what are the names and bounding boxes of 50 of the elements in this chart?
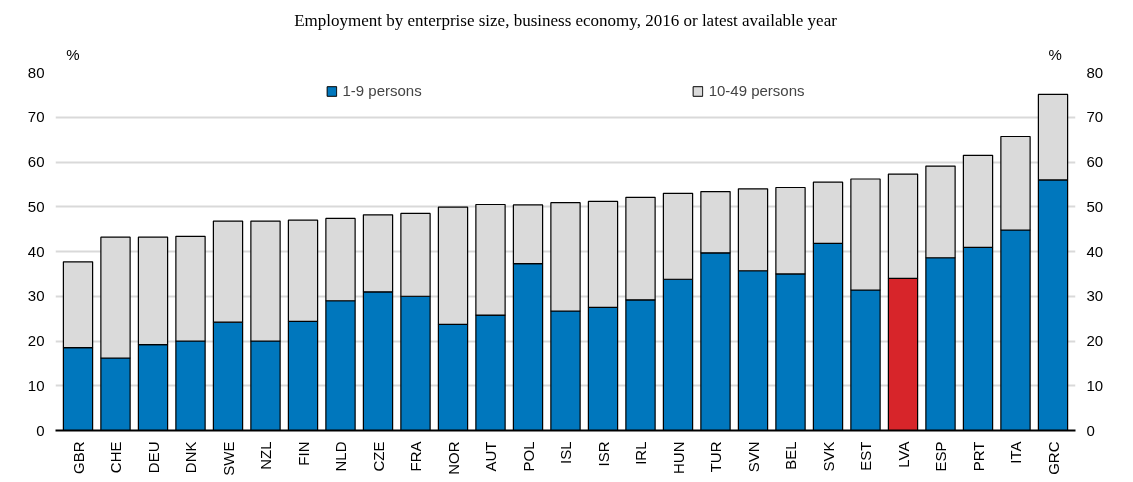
x-tick-label: NOR <box>444 441 462 475</box>
x-tick-label: CZE <box>369 441 387 472</box>
x-tick-label: SWE <box>219 441 237 476</box>
y2-tick-label: 50 <box>1086 197 1104 215</box>
y2-tick-label: 60 <box>1086 153 1104 170</box>
chart-title: Employment by enterprise size, business economy, 2016 or latest available year <box>294 11 838 30</box>
x-tick-label: CHE <box>107 441 124 474</box>
y2-axis-title: % <box>1048 46 1062 63</box>
y-tick-label: 30 <box>27 287 45 305</box>
legend-label: 10-49 persons <box>708 82 805 99</box>
x-tick-label: HUN <box>669 441 687 474</box>
x-tick-label: IRL <box>632 441 649 465</box>
x-tick-label: TUR <box>707 441 724 473</box>
x-tick-label: FIN <box>294 441 312 466</box>
x-tick-label: ISR <box>594 441 612 467</box>
x-tick-label: ITA <box>1007 441 1024 464</box>
x-tick-label: NLD <box>332 441 349 472</box>
x-tick-label: ISL <box>557 441 574 465</box>
y-tick-label: 50 <box>27 197 45 215</box>
x-tick-label: EST <box>857 441 874 471</box>
x-tick-label: SVK <box>819 441 837 472</box>
y-axis-title: % <box>66 46 80 63</box>
y-tick-label: 20 <box>27 332 45 349</box>
x-tick-label: NZL <box>257 441 274 470</box>
y2-tick-label: 40 <box>1086 242 1104 260</box>
x-tick-label: PRT <box>969 441 987 472</box>
x-tick-label: GRC <box>1044 441 1062 475</box>
x-tick-label: GBR <box>69 441 87 474</box>
x-tick-label: DNK <box>182 441 199 474</box>
x-tick-label: FRA <box>407 441 424 472</box>
x-tick-label: POL <box>519 441 537 472</box>
x-tick-label: BEL <box>782 441 799 470</box>
y2-tick-label: 70 <box>1086 108 1104 126</box>
y-tick-label: 10 <box>27 376 45 394</box>
legend-label: 1-9 persons <box>342 82 422 99</box>
y-tick-label: 0 <box>36 421 45 439</box>
y2-tick-label: 20 <box>1086 332 1104 349</box>
x-tick-label: DEU <box>144 441 162 474</box>
x-tick-label: SVN <box>744 441 762 473</box>
y2-tick-label: 30 <box>1086 287 1104 305</box>
x-tick-label: AUT <box>482 441 499 472</box>
x-tick-label: ESP <box>932 441 949 472</box>
y2-tick-label: 80 <box>1086 63 1104 81</box>
y2-tick-label: 0 <box>1086 421 1095 439</box>
y-tick-label: 70 <box>27 108 45 126</box>
y-tick-label: 60 <box>27 153 45 170</box>
y2-tick-label: 10 <box>1086 376 1104 394</box>
y-tick-label: 80 <box>27 63 45 81</box>
x-tick-label: LVA <box>894 441 912 468</box>
y-tick-label: 40 <box>27 242 45 260</box>
